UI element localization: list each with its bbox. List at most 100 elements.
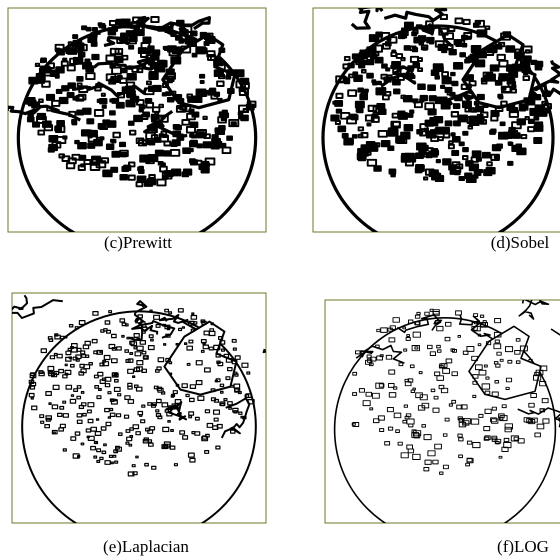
edge-blob [166,75,175,83]
edge-blob [213,58,224,67]
edge-blob [175,343,179,346]
edge-blob [152,402,157,406]
edge-blob [62,413,69,418]
edge-blob [410,389,416,393]
edge-blob [409,109,415,114]
edge-blob [189,30,198,37]
edge-blob [85,26,92,32]
edge-blob [478,369,487,376]
edge-blob [141,139,149,145]
edge-blob [469,115,480,124]
edge-blob [163,343,167,346]
edge-blob [164,409,169,413]
edge-blob [446,44,454,50]
edge-blob [61,155,71,162]
edge-blob [151,465,157,470]
edge-blob [212,140,223,149]
edge-blob [91,338,98,344]
edge-blob [464,172,473,180]
edge-blob [412,29,419,35]
edge-blob [69,57,79,65]
edge-blob [68,110,77,118]
edge-blob [135,181,144,188]
edge-blob [217,97,223,103]
edge-blob [519,345,528,352]
edge-blob [156,59,166,67]
edge-blob [65,350,72,356]
edge-blob [119,174,128,181]
edge-blob [189,121,199,129]
edge-blob [134,351,142,357]
edge-blob [245,393,252,399]
edge-blob [504,426,512,433]
edge-blob [402,326,406,330]
edge-blob [533,137,543,144]
edge-blob [412,62,421,69]
edge-blob [86,118,95,125]
caption: (f)LOG [497,537,549,556]
edge-blob [182,25,193,33]
edge-blob [495,441,500,445]
edge-blob [132,424,140,430]
edge-blob [494,105,504,112]
edge-blob [409,74,416,80]
edge-blob [90,41,98,47]
edge-blob [387,327,393,332]
edge-blob [94,385,100,389]
edge-blob [161,402,169,408]
edge-blob [86,409,92,414]
edge-blob [154,149,164,157]
edge-blob [457,433,463,438]
edge-blob [178,327,183,332]
edge-blob [363,88,369,93]
edge-blob [103,328,108,332]
edge-blob [460,83,469,90]
edge-blob [56,353,63,359]
edge-blob [493,331,502,338]
edge-blob [97,371,104,377]
edge-blob [462,147,469,153]
edge-blob [66,92,75,99]
coast-edge [421,23,453,48]
edge-blob [29,385,36,390]
edge-blob [124,395,131,400]
edge-blob [70,346,74,350]
edge-blob [161,391,166,395]
edge-blob [506,77,516,85]
edge-blob [442,433,448,437]
edge-blob [70,394,75,397]
edge-blob [232,407,239,413]
edge-blob [162,175,169,180]
edge-blob [105,421,112,427]
edge-blob [528,93,536,99]
edge-blob [189,397,195,403]
edge-blob [412,331,421,338]
edge-blob [440,387,449,394]
edge-blob [449,91,456,97]
coast-edge [262,348,266,354]
edge-blob [479,119,488,125]
edge-blob [200,339,207,344]
edge-blob [458,141,465,147]
edge-blob [226,69,236,77]
edge-blob [471,355,479,361]
edge-blob [352,371,358,376]
edge-blob [200,349,205,353]
edge-blob [164,27,171,32]
edge-blob [47,336,53,340]
edge-blob [379,428,385,432]
edge-blob [432,311,440,317]
edge-blob [472,394,477,398]
edge-blob [447,143,455,150]
edge-blob [162,82,169,89]
edge-blob [141,330,146,334]
edge-blob [246,100,257,108]
edge-blob [101,104,107,109]
edge-blob [422,46,428,51]
edge-blob [491,406,497,411]
edge-blob [227,367,233,372]
edge-blob [104,460,111,465]
edge-blob [87,134,99,143]
edge-blob [505,377,513,383]
edge-blob [528,359,533,363]
